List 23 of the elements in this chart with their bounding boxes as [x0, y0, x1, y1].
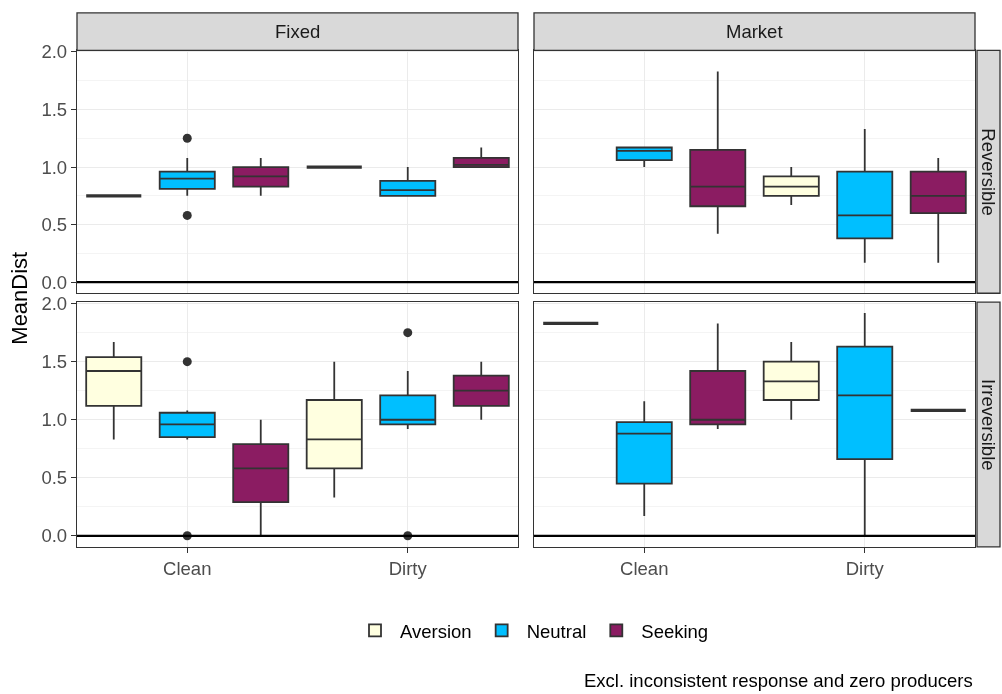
- x-tick-label: Dirty: [388, 558, 428, 580]
- y-tick-label: 0.5: [41, 467, 68, 489]
- y-tick-label: 2.0: [41, 41, 68, 63]
- legend-label: Seeking: [641, 620, 709, 642]
- y-tick-label: 2.0: [41, 293, 68, 315]
- text: Excl. inconsistent response and zero producers: [584, 670, 973, 691]
- y-tick-label: 0.5: [41, 214, 68, 236]
- chart-title: Fixed: [275, 21, 321, 42]
- text: Reversible: [978, 128, 1000, 216]
- y-tick-label: 1.0: [41, 409, 68, 431]
- chart-title: Market: [726, 21, 783, 42]
- y-axis-title: MeanDist: [7, 251, 33, 345]
- y-tick-label: 1.5: [41, 98, 68, 120]
- x-tick-label: Clean: [620, 558, 669, 580]
- y-tick-label: 0.0: [41, 271, 68, 293]
- x-tick-label: Clean: [163, 558, 212, 580]
- legend-label: Aversion: [400, 620, 472, 642]
- text: Irreversible: [978, 379, 1000, 471]
- y-tick-label: 1.5: [41, 351, 68, 373]
- y-tick-label: 1.0: [41, 156, 68, 178]
- y-tick-label: 0.0: [41, 525, 68, 547]
- legend-label: Neutral: [526, 620, 587, 642]
- x-tick-label: Dirty: [845, 558, 885, 580]
